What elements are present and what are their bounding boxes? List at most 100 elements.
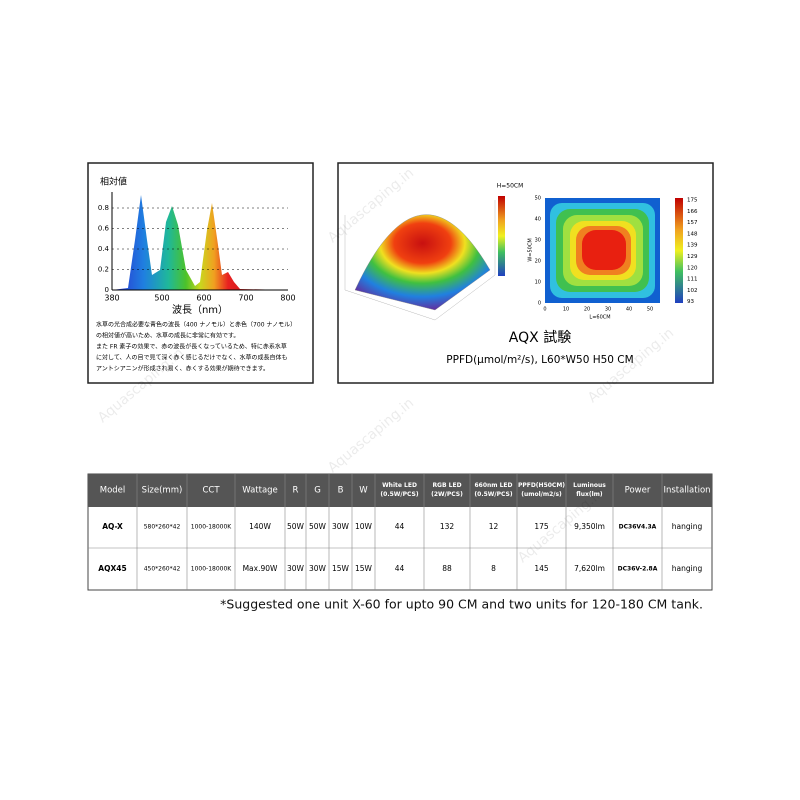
x-tick-label: 700 bbox=[238, 294, 253, 303]
header-cell: Luminous bbox=[573, 482, 606, 489]
table-cell: DC36V4.3A bbox=[619, 524, 657, 531]
heatmap-x-tick: 50 bbox=[647, 307, 653, 313]
table-header bbox=[88, 474, 712, 507]
header-cell: Wattage bbox=[242, 486, 278, 496]
y-tick-label: 0.4 bbox=[98, 245, 110, 253]
header-cell: Power bbox=[625, 486, 651, 496]
y-tick-label: 0 bbox=[105, 286, 109, 294]
table-cell: 1000-18000K bbox=[191, 566, 233, 573]
colorbar-label: 93 bbox=[687, 299, 694, 305]
table-cell: 15W bbox=[332, 564, 350, 573]
colorbar-label: 102 bbox=[687, 288, 698, 294]
table-cell: 145 bbox=[534, 564, 549, 573]
header-cell: (umol/m2/s) bbox=[521, 491, 562, 498]
description-line: の相対値が高いため、水草の成長に非常に有効です。 bbox=[96, 332, 239, 340]
table-cell: 7,620lm bbox=[574, 564, 605, 573]
table-cell: 50W bbox=[287, 522, 305, 531]
heatmap-x-tick: 0 bbox=[543, 307, 546, 313]
header-cell: 660nm LED bbox=[474, 482, 512, 489]
header-cell: G bbox=[314, 486, 321, 496]
header-cell: RGB LED bbox=[432, 482, 461, 489]
table-cell: 132 bbox=[440, 522, 455, 531]
x-tick-label: 600 bbox=[196, 294, 211, 303]
table-cell: 10W bbox=[355, 522, 373, 531]
ppfd-3d-surface bbox=[354, 214, 491, 311]
heatmap-x-tick: 20 bbox=[584, 307, 590, 313]
dome-label: H=50CM bbox=[497, 183, 524, 190]
table-cell: AQ-X bbox=[102, 522, 123, 531]
description-line: 水草の光合成必要な青色の波長（400 ナノモル）と赤色（700 ナノモル） bbox=[96, 321, 296, 329]
colorbar-label: 175 bbox=[687, 198, 698, 204]
colorbar-label: 120 bbox=[687, 265, 698, 271]
table-cell: 1000-18000K bbox=[191, 524, 233, 531]
3d-frame bbox=[344, 200, 496, 321]
x-axis-title: 波長（nm） bbox=[172, 303, 228, 316]
watermark: Aquascaping.in bbox=[325, 395, 417, 476]
heatmap-colorbar bbox=[675, 198, 683, 303]
header-cell: W bbox=[359, 486, 368, 496]
y-tick-label: 0.6 bbox=[98, 225, 110, 233]
table-cell: 9,350lm bbox=[574, 522, 605, 531]
x-tick-label: 380 bbox=[104, 294, 119, 303]
table-cell: 175 bbox=[534, 522, 549, 531]
heatmap-y-tick: 30 bbox=[535, 238, 541, 244]
y-axis-title: 相対値 bbox=[100, 176, 127, 188]
table-cell: 30W bbox=[309, 564, 327, 573]
header-cell: CCT bbox=[202, 486, 220, 496]
x-tick-label: 500 bbox=[154, 294, 169, 303]
heatmap-x-title: L=60CM bbox=[589, 315, 610, 321]
table-cell: 44 bbox=[395, 522, 405, 531]
description-line: に対して、人の目で見て深く赤く感じるだけでなく、水草の成長自体も bbox=[96, 354, 288, 362]
heatmap-y-tick: 50 bbox=[535, 196, 541, 202]
table-cell: 140W bbox=[249, 522, 271, 531]
colorbar-label: 139 bbox=[687, 243, 698, 249]
y-tick-label: 0.8 bbox=[98, 204, 109, 212]
colorbar-label: 148 bbox=[687, 231, 698, 237]
colorbar-label: 129 bbox=[687, 254, 698, 260]
test-subtitle: PPFD(μmol/m²/s), L60*W50 H50 CM bbox=[446, 354, 633, 366]
table-cell: 8 bbox=[491, 564, 496, 573]
colorbar-label: 157 bbox=[687, 220, 698, 226]
header-cell: PPFD(H50CM) bbox=[518, 482, 565, 489]
spectrum-curve bbox=[112, 195, 288, 290]
x-tick-label: 800 bbox=[280, 294, 295, 303]
spectrum-panel bbox=[87, 162, 314, 384]
table-cell: 50W bbox=[309, 522, 327, 531]
header-cell: R bbox=[293, 486, 299, 496]
table-cell: hanging bbox=[672, 564, 703, 573]
table-cell: hanging bbox=[672, 522, 703, 531]
footnote: *Suggested one unit X-60 for upto 90 CM … bbox=[220, 597, 703, 612]
heatmap-y-tick: 0 bbox=[538, 301, 541, 307]
description-line: アントシアニンが形成され易く、赤くする効果が期待できます。 bbox=[96, 365, 269, 373]
test-title: AQX 試験 bbox=[509, 330, 571, 346]
heatmap-x-tick: 30 bbox=[605, 307, 611, 313]
y-tick-label: 0.2 bbox=[98, 266, 109, 274]
header-cell: Size(mm) bbox=[142, 486, 183, 496]
3d-colorbar bbox=[498, 196, 505, 276]
header-cell: Installation bbox=[663, 486, 710, 496]
table-cell: 580*260*42 bbox=[144, 524, 181, 531]
table-cell: 30W bbox=[332, 522, 350, 531]
heatmap-y-tick: 40 bbox=[535, 217, 541, 223]
header-cell: (0.5W/PCS) bbox=[474, 491, 512, 498]
header-cell: flux(lm) bbox=[576, 491, 603, 498]
header-cell: (2W/PCS) bbox=[431, 491, 463, 498]
table-cell: 30W bbox=[287, 564, 305, 573]
header-cell: (0.5W/PCS) bbox=[380, 491, 418, 498]
table-cell: 15W bbox=[355, 564, 373, 573]
table-cell: 450*260*42 bbox=[144, 566, 181, 573]
header-cell: White LED bbox=[382, 482, 417, 489]
header-cell: B bbox=[338, 486, 344, 496]
colorbar-label: 111 bbox=[687, 277, 698, 283]
header-cell: Model bbox=[100, 486, 126, 496]
heatmap-x-tick: 40 bbox=[626, 307, 632, 313]
table-cell: DC36V-2.8A bbox=[618, 566, 658, 573]
colorbar-label: 166 bbox=[687, 209, 698, 215]
table-cell: Max.90W bbox=[243, 564, 278, 573]
heatmap-y-title: W=50CM bbox=[528, 238, 534, 261]
table-cell: 12 bbox=[489, 522, 499, 531]
table-cell: 44 bbox=[395, 564, 405, 573]
heatmap-y-tick: 20 bbox=[535, 259, 541, 265]
description-line: また FR 素子の効果で、赤の波長が長くなっているため、特に赤系水草 bbox=[96, 343, 287, 351]
